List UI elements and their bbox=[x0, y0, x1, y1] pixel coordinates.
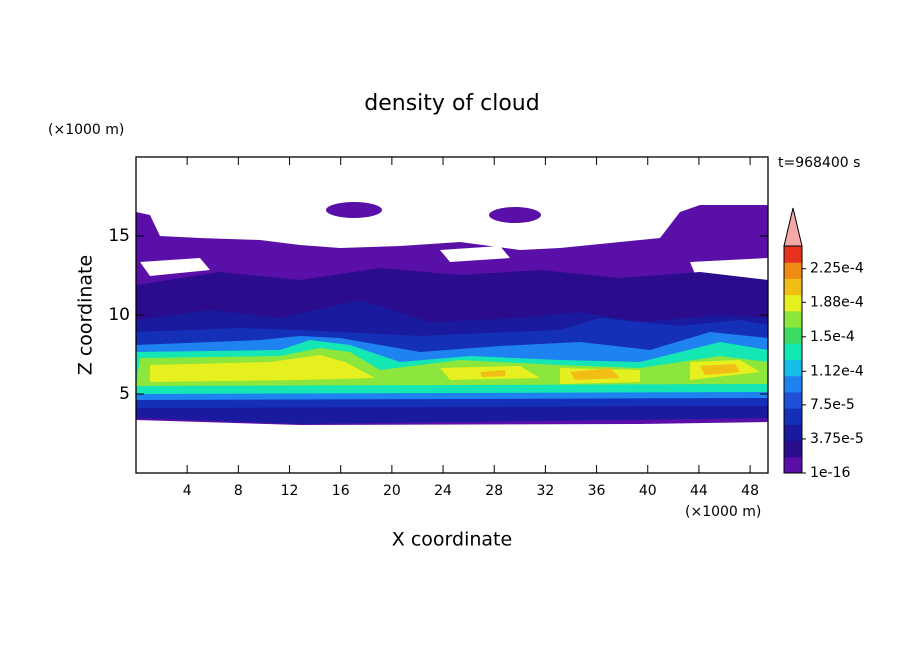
colorbar-band bbox=[784, 278, 802, 296]
colorbar-band bbox=[784, 343, 802, 360]
colorbar-frame bbox=[783, 245, 803, 474]
x-tick-label: 44 bbox=[690, 483, 708, 499]
x-tick-label: 20 bbox=[383, 483, 401, 499]
x-tick-label: 12 bbox=[281, 483, 299, 499]
colorbar-band bbox=[784, 424, 802, 442]
x-tick-label: 28 bbox=[485, 483, 503, 499]
colorbar-band bbox=[784, 359, 802, 377]
x-tick-label: 8 bbox=[234, 483, 243, 499]
annotation: t=968400 s bbox=[778, 155, 860, 171]
contour-field bbox=[136, 202, 768, 425]
x-tick-label: 16 bbox=[332, 483, 350, 499]
colorbar-tick-label: 1e-16 bbox=[810, 465, 850, 481]
chart-title: density of cloud bbox=[364, 91, 539, 116]
colorbar-band bbox=[784, 391, 802, 409]
y-tick-label: 5 bbox=[119, 384, 130, 404]
colorbar-band bbox=[784, 294, 802, 312]
x-tick-label: 32 bbox=[536, 483, 554, 499]
y-tick-label: 10 bbox=[108, 305, 130, 325]
x-tick-label: 36 bbox=[588, 483, 606, 499]
colorbar-band bbox=[784, 440, 802, 458]
colorbar-tick-label: 1.88e-4 bbox=[810, 294, 864, 310]
x-tick-label: 40 bbox=[639, 483, 657, 499]
y-unit: (×1000 m) bbox=[48, 122, 124, 138]
colorbar-tick-label: 1.5e-4 bbox=[810, 329, 855, 345]
colorbar-band bbox=[784, 310, 802, 328]
y-axis-title: Z coordinate bbox=[75, 255, 97, 375]
x-tick-label: 48 bbox=[741, 483, 759, 499]
colorbar-band bbox=[784, 456, 802, 474]
x-unit: (×1000 m) bbox=[685, 504, 761, 520]
colorbar-band bbox=[784, 408, 802, 425]
colorbar-tick-label: 1.12e-4 bbox=[810, 363, 864, 379]
colorbar-tick-label: 3.75e-5 bbox=[810, 431, 864, 447]
x-tick-label: 4 bbox=[183, 483, 192, 499]
colorbar-tick-label: 2.25e-4 bbox=[810, 261, 864, 277]
colorbar-band bbox=[784, 262, 802, 279]
colorbar-band bbox=[784, 375, 802, 393]
colorbar-tick-label: 7.5e-5 bbox=[810, 397, 855, 413]
colorbar-band bbox=[784, 327, 802, 344]
x-tick-label: 24 bbox=[434, 483, 452, 499]
colorbar-band bbox=[784, 246, 802, 263]
y-tick-label: 15 bbox=[108, 226, 130, 246]
x-axis-title: X coordinate bbox=[392, 529, 512, 551]
